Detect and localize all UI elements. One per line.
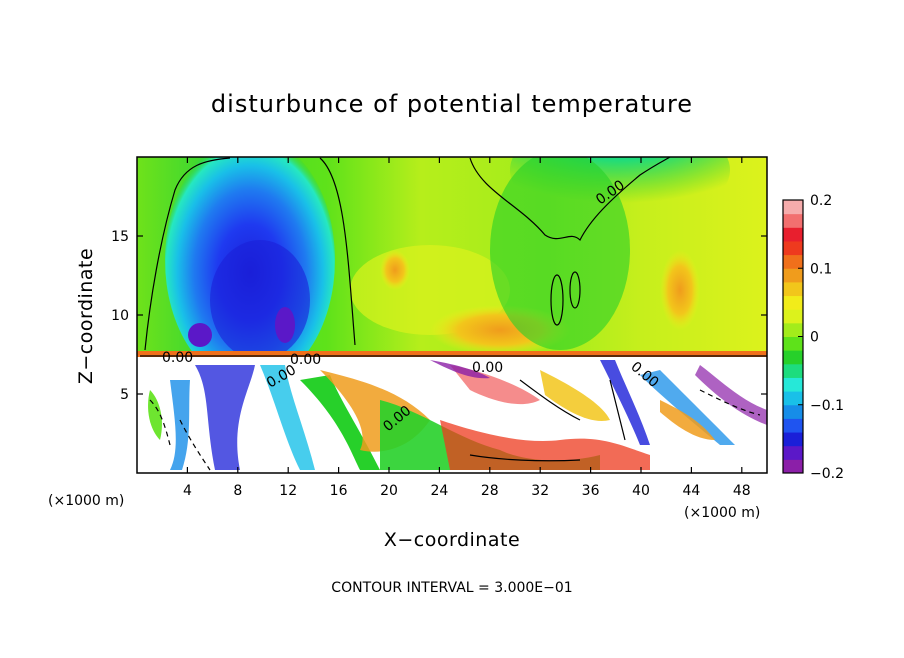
colorbar-swatch: [783, 309, 803, 324]
x-tick-label: 8: [233, 483, 242, 499]
colorbar-swatch: [783, 336, 803, 351]
x-tick-label: 32: [531, 483, 549, 499]
y-tick-label: 5: [120, 387, 129, 403]
colorbar-swatch: [783, 281, 803, 297]
contour-label: 0.00: [290, 352, 321, 368]
colorbar: [782, 199, 804, 474]
x-tick-label: 16: [330, 483, 348, 499]
colorbar-swatch: [783, 254, 803, 269]
colorbar-tick-label: 0.2: [810, 193, 832, 209]
y-axis-label: Z−coordinate: [75, 248, 97, 384]
y-tick-label: 15: [111, 229, 129, 245]
x-tick-label: 44: [682, 483, 700, 499]
chart-title: disturbunce of potential temperature: [211, 90, 693, 118]
colorbar-swatch: [783, 350, 803, 365]
x-tick-label: 48: [733, 483, 751, 499]
colorbar-swatch: [783, 363, 803, 378]
x-axis-unit: (×1000 m): [684, 505, 760, 521]
colorbar-swatch: [783, 418, 803, 433]
x-tick-label: 12: [279, 483, 297, 499]
colorbar-ticks: 0.2 0.1 0 −0.1 −0.2: [798, 193, 844, 482]
x-axis: 4 8 12 16 20 24 28 32 36 40 44 48: [183, 157, 751, 499]
heatmap-field: [137, 157, 767, 473]
colorbar-swatch: [783, 268, 803, 283]
colorbar-swatch: [783, 432, 803, 447]
x-tick-label: 24: [430, 483, 448, 499]
y-axis: 5 10 15: [111, 229, 767, 403]
colorbar-swatch: [783, 445, 803, 460]
x-tick-label: 20: [380, 483, 398, 499]
x-tick-label: 40: [632, 483, 650, 499]
colorbar-swatch: [783, 404, 803, 419]
colorbar-swatch: [783, 227, 803, 242]
colorbar-swatch: [783, 459, 803, 474]
contour-label: 0.00: [472, 360, 503, 376]
colorbar-tick-label: 0.1: [810, 261, 832, 277]
contour-interval-note: CONTOUR INTERVAL = 3.000E−01: [331, 580, 572, 596]
x-tick-label: 28: [481, 483, 499, 499]
colorbar-tick-label: 0: [810, 330, 819, 346]
x-axis-label: X−coordinate: [384, 529, 520, 551]
colorbar-tick-label: −0.2: [810, 466, 844, 482]
colorbar-swatch: [783, 200, 803, 215]
colorbar-tick-label: −0.1: [810, 398, 844, 414]
colorbar-swatch: [783, 295, 803, 310]
y-tick-label: 10: [111, 308, 129, 324]
x-tick-label: 4: [183, 483, 192, 499]
colorbar-swatch: [783, 391, 803, 406]
colorbar-swatch: [783, 213, 803, 228]
colorbar-swatch: [783, 240, 803, 256]
colorbar-swatch: [783, 322, 803, 337]
x-tick-label: 36: [582, 483, 600, 499]
y-axis-unit: (×1000 m): [48, 493, 124, 509]
colorbar-swatch: [783, 377, 803, 392]
contour-label: 0.00: [162, 350, 193, 366]
